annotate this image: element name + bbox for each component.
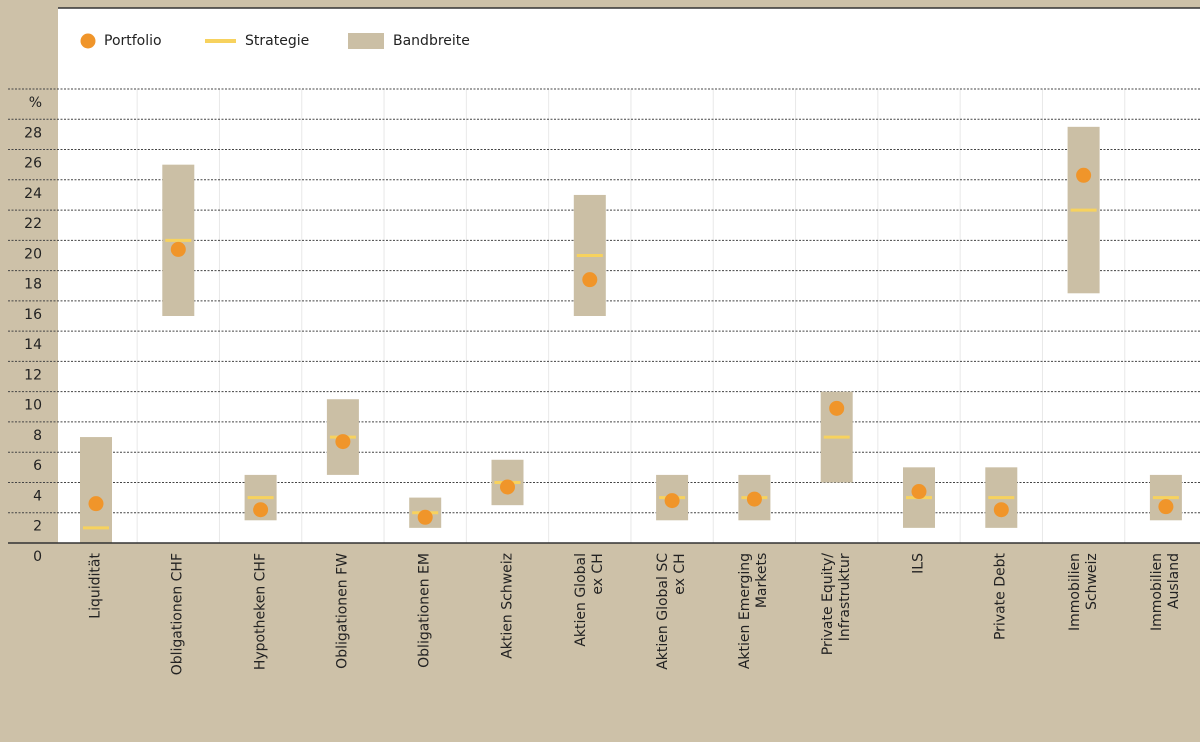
x-tick-label: ILS bbox=[910, 553, 927, 574]
legend-label: Strategie bbox=[245, 33, 309, 49]
portfolio-dot bbox=[500, 479, 515, 495]
x-tick-label: Immobilien Schweiz bbox=[1066, 553, 1100, 632]
portfolio-dot bbox=[88, 496, 104, 512]
y-tick-label: 24 bbox=[24, 186, 42, 202]
x-tick-label: Obligationen EM bbox=[416, 553, 433, 668]
y-tick-label: 2 bbox=[33, 519, 42, 535]
x-tick-label: Aktien Global SC ex CH bbox=[655, 553, 689, 670]
portfolio-dot bbox=[170, 241, 186, 257]
y-tick-label: 10 bbox=[24, 398, 42, 414]
portfolio-dot bbox=[335, 434, 351, 450]
x-tick-label: Aktien Emerging Markets bbox=[737, 553, 771, 670]
y-tick-label: 26 bbox=[24, 156, 42, 172]
portfolio-dot bbox=[829, 400, 845, 416]
portfolio-dot bbox=[582, 272, 598, 288]
y-tick-label: 14 bbox=[24, 337, 42, 353]
legend-swatch bbox=[80, 33, 96, 49]
x-tick-label: Liquidität bbox=[87, 553, 104, 619]
portfolio-dot bbox=[911, 484, 927, 500]
portfolio-dot bbox=[1076, 167, 1092, 183]
x-tick-label: Private Equity/ Infrastruktur bbox=[819, 553, 853, 656]
legend-label: Portfolio bbox=[104, 33, 162, 49]
y-tick-label: 20 bbox=[24, 246, 42, 262]
portfolio-dot bbox=[746, 491, 762, 507]
y-tick-label: 22 bbox=[24, 216, 42, 232]
y-tick-label: 0 bbox=[33, 549, 42, 565]
x-tick-label: Private Debt bbox=[992, 553, 1009, 641]
legend-swatch bbox=[348, 33, 384, 49]
x-tick-label: Aktien Schweiz bbox=[499, 553, 515, 659]
portfolio-dot bbox=[253, 502, 269, 518]
portfolio-dot bbox=[664, 493, 680, 509]
portfolio-dot bbox=[993, 502, 1009, 518]
x-tick-label: Obligationen CHF bbox=[169, 553, 186, 676]
y-tick-label: 4 bbox=[33, 488, 42, 504]
y-tick-label: 12 bbox=[24, 367, 42, 383]
legend-swatch bbox=[205, 39, 236, 43]
plot-area bbox=[58, 8, 1200, 543]
range-band bbox=[80, 437, 112, 543]
x-tick-label: Hypotheken CHF bbox=[252, 553, 269, 671]
y-tick-label: 8 bbox=[33, 428, 42, 444]
y-tick-label: 28 bbox=[24, 125, 42, 141]
y-tick-label: 16 bbox=[24, 307, 42, 323]
portfolio-dot bbox=[417, 509, 433, 525]
x-tick-label: Obligationen FW bbox=[334, 553, 351, 669]
y-tick-label: 6 bbox=[33, 458, 42, 474]
portfolio-dot bbox=[1158, 499, 1174, 515]
y-unit-label: % bbox=[29, 95, 42, 111]
x-tick-label: Immobilien Ausland bbox=[1148, 553, 1182, 632]
x-tick-label: Aktien Global ex CH bbox=[572, 553, 606, 647]
legend-label: Bandbreite bbox=[393, 33, 470, 49]
y-tick-label: 18 bbox=[24, 277, 42, 293]
